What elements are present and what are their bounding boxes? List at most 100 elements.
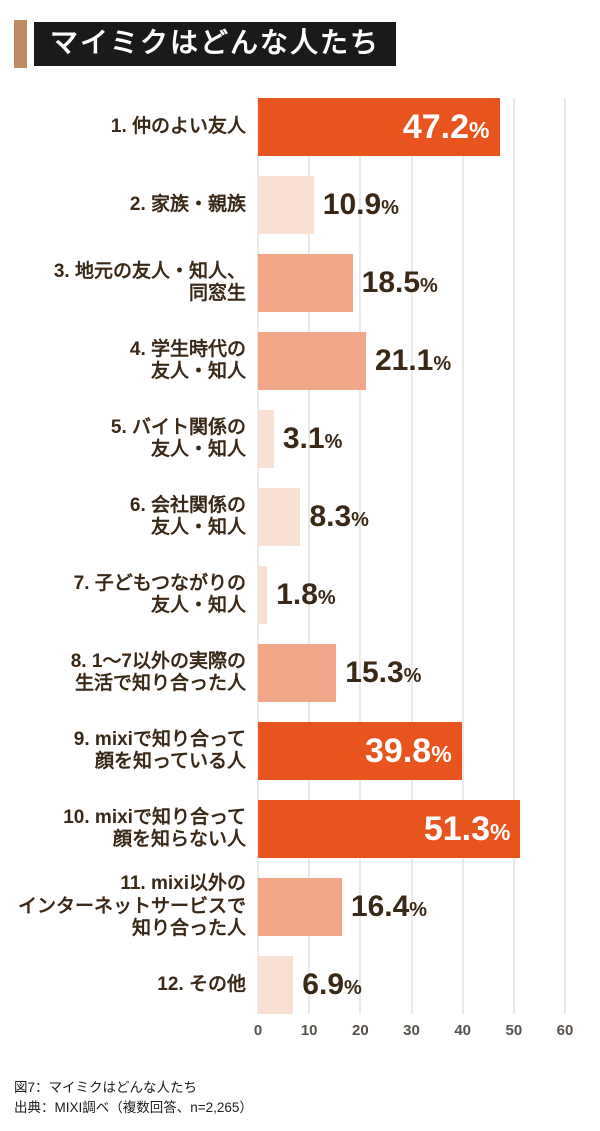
chart-row: 4. 学生時代の 友人・知人 21.1% — [0, 332, 600, 390]
chart-row: 12. その他 6.9% — [0, 956, 600, 1014]
value-number: 1.8 — [276, 578, 318, 611]
bar-cell: 16.4% — [258, 878, 565, 936]
bar — [258, 566, 268, 624]
title-accent-stripe — [14, 20, 27, 68]
category-label-line: 生活で知り合った人 — [74, 673, 246, 694]
chart-rows: 1. 仲のよい友人 47.2% 2. 家族・親族 10.9% 3. 地元の友人・知人、同… — [0, 98, 600, 1014]
x-axis-tick: 20 — [351, 1022, 369, 1039]
x-axis-tick: 30 — [403, 1022, 420, 1039]
bar — [258, 254, 353, 312]
figure-caption: 図7：マイミクはどんな人たち — [14, 1080, 198, 1095]
value-unit: % — [433, 353, 452, 375]
bar: 39.8% — [258, 722, 462, 780]
category-label-line: 同窓生 — [188, 283, 246, 304]
category-label: 6. 会社関係の 友人・知人 — [0, 495, 258, 540]
category-label: 3. 地元の友人・知人、 同窓生 — [0, 261, 258, 306]
value-number: 10.9 — [322, 188, 382, 221]
category-label: 2. 家族・親族 — [0, 194, 258, 216]
bar-cell: 1.8% — [258, 566, 565, 624]
value-unit: % — [317, 587, 336, 609]
bar — [258, 176, 314, 234]
value-unit: % — [469, 117, 490, 143]
value-label: 18.5% — [362, 268, 438, 298]
bar-chart: 1. 仲のよい友人 47.2% 2. 家族・親族 10.9% 3. 地元の友人・知人、同… — [0, 98, 600, 1042]
chart-title-bar: マイミクはどんな人たち — [14, 20, 600, 68]
chart-row: 7. 子どもつながりの 友人・知人 1.8% — [0, 566, 600, 624]
gridline — [513, 98, 515, 1014]
bar-cell: 10.9% — [258, 176, 565, 234]
chart-row: 8. 1〜7以外の実際の 生活で知り合った人 15.3% — [0, 644, 600, 702]
category-label-line: 4. 学生時代の — [129, 338, 246, 360]
chart-row: 11. mixi以外の インターネットサービスで 知り合った人 16.4% — [0, 873, 600, 939]
category-label-line: 友人・知人 — [150, 439, 246, 460]
value-label: 10.9% — [323, 190, 399, 220]
value-label: 15.3% — [345, 658, 421, 688]
value-number: 15.3 — [345, 656, 404, 689]
category-label-line: 12. その他 — [157, 973, 246, 995]
value-number: 18.5 — [361, 266, 421, 299]
value-label: 47.2% — [403, 110, 500, 144]
category-label-line: 3. 地元の友人・知人、 — [53, 260, 246, 282]
category-label: 11. mixi以外の インターネットサービスで 知り合った人 — [0, 873, 258, 940]
category-label-line: インターネットサービスで — [17, 895, 246, 917]
category-label-line: 5. バイト関係の — [110, 416, 246, 438]
value-unit: % — [490, 819, 511, 845]
x-axis-tick: 50 — [505, 1022, 523, 1039]
bar: 51.3% — [258, 800, 521, 858]
chart-row: 9. mixiで知り合って 顔を知っている人 39.8% — [0, 722, 600, 780]
bar — [258, 878, 342, 936]
source-caption: 出典：MIXI調べ（複数回答、n=2,265） — [14, 1099, 253, 1115]
bar-cell: 3.1% — [258, 410, 565, 468]
chart-row: 10. mixiで知り合って 顔を知らない人 51.3% — [0, 800, 600, 858]
value-unit: % — [344, 977, 362, 999]
category-label-line: 10. mixiで知り合って — [63, 806, 246, 828]
value-label: 1.8% — [276, 580, 336, 610]
bar — [258, 956, 294, 1014]
page-title: マイミクはどんな人たち — [34, 22, 397, 66]
chart-row: 2. 家族・親族 10.9% — [0, 176, 600, 234]
gridlines — [257, 98, 566, 1014]
category-label-line: 1. 仲のよい友人 — [110, 115, 246, 137]
value-number: 16.4 — [350, 890, 410, 923]
value-unit: % — [403, 665, 422, 687]
bar — [258, 488, 301, 546]
category-label: 7. 子どもつながりの 友人・知人 — [0, 573, 258, 618]
value-label: 39.8% — [365, 734, 462, 768]
value-unit: % — [381, 197, 399, 219]
value-number: 6.9 — [302, 968, 345, 1001]
x-axis-tick: 10 — [300, 1022, 318, 1039]
bar: 47.2% — [258, 98, 500, 156]
value-number: 47.2 — [402, 108, 470, 146]
value-label: 3.1% — [283, 424, 343, 454]
gridline — [257, 98, 259, 1014]
category-label-line: 知り合った人 — [131, 918, 246, 940]
category-label: 5. バイト関係の 友人・知人 — [0, 417, 258, 462]
bar-cell: 8.3% — [258, 488, 565, 546]
x-axis-tick: 60 — [556, 1022, 574, 1039]
gridline — [411, 98, 412, 1014]
value-label: 8.3% — [309, 502, 369, 532]
x-axis-tick: 40 — [454, 1022, 471, 1039]
bar-cell: 18.5% — [258, 254, 565, 312]
bar-cell: 21.1% — [258, 332, 565, 390]
gridline — [359, 98, 361, 1014]
x-axis: 0 10 20 30 40 50 60 — [254, 1014, 574, 1042]
value-label: 51.3% — [424, 812, 521, 846]
chart-row: 3. 地元の友人・知人、 同窓生 18.5% — [0, 254, 600, 312]
value-unit: % — [409, 899, 428, 921]
category-label: 12. その他 — [0, 974, 258, 996]
category-label-line: 友人・知人 — [150, 595, 246, 616]
value-number: 51.3 — [423, 810, 491, 848]
value-number: 39.8 — [365, 732, 432, 770]
value-label: 6.9% — [302, 970, 362, 1000]
value-label: 21.1% — [375, 346, 451, 376]
bar — [258, 644, 337, 702]
value-unit: % — [431, 741, 452, 767]
category-label-line: 顔を知っている人 — [94, 751, 246, 772]
bar — [258, 332, 366, 390]
value-number: 3.1 — [282, 422, 325, 455]
category-label-line: 9. mixiで知り合って — [73, 728, 246, 750]
bar-cell: 51.3% — [258, 800, 565, 858]
value-label: 16.4% — [351, 892, 427, 922]
category-label-line: 2. 家族・親族 — [129, 193, 246, 215]
